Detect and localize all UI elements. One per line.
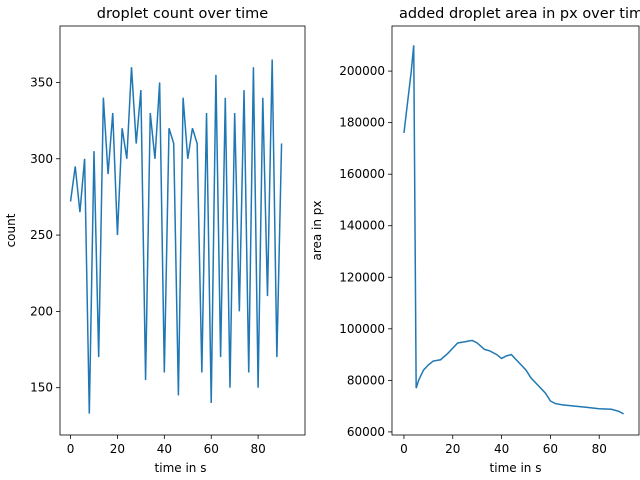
y-tick-label: 140000 <box>339 219 385 233</box>
x-tick-label: 0 <box>400 442 408 456</box>
y-tick-label: 60000 <box>347 425 385 439</box>
x-tick-label: 40 <box>494 442 509 456</box>
chart-title: droplet count over time <box>97 6 268 22</box>
x-tick-label: 0 <box>67 442 75 456</box>
x-tick-label: 80 <box>250 442 265 456</box>
x-tick-label: 60 <box>543 442 558 456</box>
y-axis-label: area in px <box>310 200 324 260</box>
x-axis-label: time in s <box>155 461 207 475</box>
y-tick-label: 160000 <box>339 167 385 181</box>
y-tick-label: 200000 <box>339 64 385 78</box>
y-tick-label: 180000 <box>339 116 385 130</box>
x-tick-label: 20 <box>110 442 125 456</box>
y-tick-label: 350 <box>30 75 53 89</box>
x-tick-label: 60 <box>204 442 219 456</box>
axes-frame <box>391 25 640 436</box>
x-axis-label: time in s <box>490 461 542 475</box>
x-tick-label: 40 <box>157 442 172 456</box>
y-tick-label: 250 <box>30 228 53 242</box>
y-tick-label: 120000 <box>339 270 385 284</box>
x-tick-label: 80 <box>592 442 607 456</box>
y-tick-label: 300 <box>30 152 53 166</box>
y-tick-label: 80000 <box>347 373 385 387</box>
y-tick-label: 200 <box>30 304 53 318</box>
data-line <box>403 45 624 415</box>
chart-title: added droplet area in px over time <box>399 6 640 22</box>
data-line <box>69 59 283 414</box>
axes-frame <box>59 25 306 436</box>
y-tick-label: 150 <box>30 381 53 395</box>
y-axis-label: count <box>4 213 18 247</box>
y-tick-label: 100000 <box>339 322 385 336</box>
x-tick-label: 20 <box>445 442 460 456</box>
